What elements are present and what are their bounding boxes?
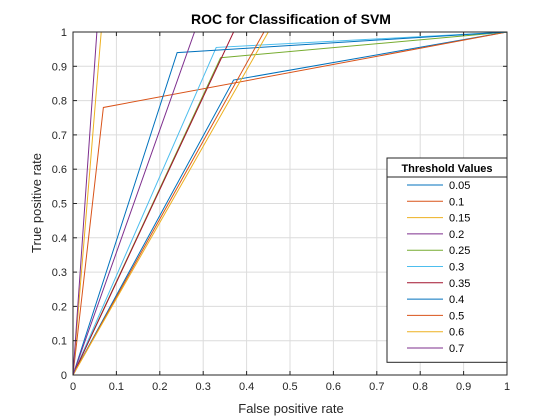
- y-tick-label: 0.5: [52, 199, 67, 211]
- legend-entry-label: 0.6: [449, 327, 464, 339]
- y-tick-label: 0.6: [52, 164, 67, 176]
- x-tick-label: 0.7: [369, 381, 384, 393]
- legend-box: [386, 157, 508, 363]
- x-tick-label: 0.3: [196, 381, 211, 393]
- series-line-0-4: [72, 31, 508, 376]
- y-tick-label: 0.3: [52, 267, 67, 279]
- x-tick-label: 0.8: [413, 381, 428, 393]
- legend-entry-label: 0.5: [449, 310, 464, 322]
- legend-entry-label: 0.05: [449, 180, 470, 192]
- legend-entry-label: 0.7: [449, 343, 464, 355]
- x-tick-label: 0.2: [152, 381, 167, 393]
- y-tick-label: 0.4: [52, 233, 67, 245]
- y-tick-label: 0.7: [52, 130, 67, 142]
- series-line-0-05: [72, 31, 508, 376]
- series-line-0-1: [72, 31, 508, 376]
- legend-entry-label: 0.25: [449, 245, 470, 257]
- legend-entry-label: 0.15: [449, 213, 470, 225]
- legend: Threshold Values 0.050.10.150.20.250.30.…: [386, 157, 508, 363]
- series-line-0-3: [72, 31, 508, 376]
- y-tick-label: 0.9: [52, 61, 67, 73]
- x-tick-label: 0.1: [109, 381, 124, 393]
- y-tick-label: 0.8: [52, 96, 67, 108]
- chart-title: ROC for Classification of SVM: [191, 11, 391, 27]
- y-tick-label: 0.2: [52, 301, 67, 313]
- x-tick-label: 1: [504, 381, 510, 393]
- x-axis-ticks: 0 0.1 0.2 0.3 0.4 0.5 0.6 0.7 0.8 0.9 1: [70, 32, 510, 393]
- y-tick-label: 0: [61, 370, 67, 382]
- legend-entry-label: 0.2: [449, 229, 464, 241]
- legend-entry-label: 0.1: [449, 196, 464, 208]
- legend-entry-label: 0.4: [449, 294, 464, 306]
- y-axis-ticks: 0 0.1 0.2 0.3 0.4 0.5 0.6 0.7 0.8 0.9 1: [52, 27, 507, 382]
- y-axis-label: True positive rate: [29, 153, 44, 253]
- x-tick-label: 0.4: [239, 381, 254, 393]
- x-tick-label: 0: [70, 381, 76, 393]
- y-tick-label: 0.1: [52, 336, 67, 348]
- x-tick-label: 0.9: [456, 381, 471, 393]
- x-axis-label: False positive rate: [238, 401, 344, 416]
- y-tick-label: 1: [61, 27, 67, 39]
- legend-items: 0.05 0.1 0.15 0.2 0.25 0.3 0.35 0.4 0.5 0.6 0.7: [407, 180, 470, 355]
- legend-entry-label: 0.35: [449, 278, 470, 290]
- x-tick-label: 0.5: [282, 381, 297, 393]
- legend-title: Threshold Values: [401, 163, 492, 175]
- x-tick-label: 0.6: [326, 381, 341, 393]
- legend-entry-label: 0.3: [449, 262, 464, 274]
